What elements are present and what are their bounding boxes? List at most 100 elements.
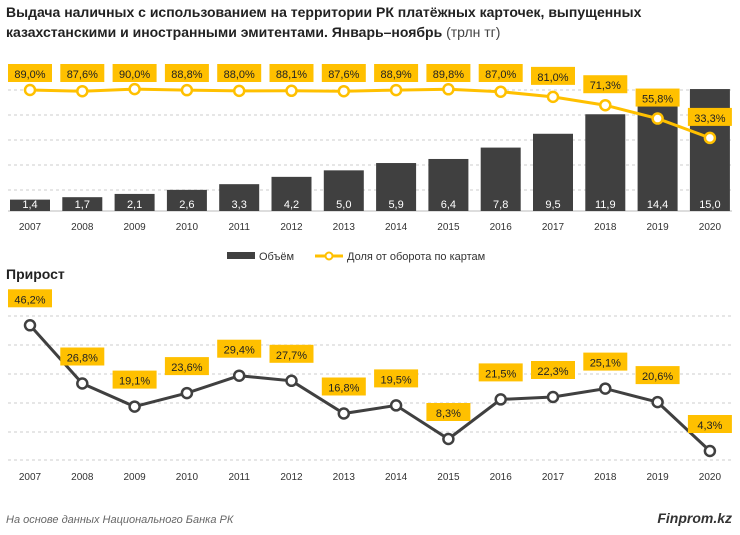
chart-title-text: Выдача наличных с использованием на терр… xyxy=(6,4,642,40)
x-tick-label: 2015 xyxy=(437,472,460,483)
growth-point xyxy=(337,407,351,420)
share-label-bg xyxy=(426,64,471,82)
share-point xyxy=(599,98,612,112)
growth-label-bg xyxy=(583,352,628,371)
growth-label-bg xyxy=(531,361,575,379)
growth-label-bg xyxy=(60,347,105,366)
growth-point xyxy=(546,390,560,404)
share-point xyxy=(285,84,298,98)
legend-label-volume: Объём xyxy=(259,251,294,263)
growth-label-bg xyxy=(635,366,680,385)
bar xyxy=(62,197,103,211)
growth-label: 23,6% xyxy=(171,362,202,374)
growth-point xyxy=(76,377,89,390)
share-point xyxy=(337,84,351,98)
bar xyxy=(637,93,678,211)
growth-label: 29,4% xyxy=(224,345,255,357)
share-point xyxy=(442,83,455,96)
share-label: 87,0% xyxy=(485,69,516,81)
share-point xyxy=(76,84,89,98)
share-label: 71,3% xyxy=(590,80,621,92)
share-label: 81,0% xyxy=(537,72,568,84)
growth-point xyxy=(599,382,612,395)
share-label-bg xyxy=(321,64,366,82)
share-label: 89,8% xyxy=(433,69,464,81)
x-tick-label: 2009 xyxy=(123,472,146,483)
x-tick-label: 2011 xyxy=(228,222,250,233)
growth-label-bg xyxy=(426,403,471,421)
growth-label-bg xyxy=(217,339,262,358)
share-label-bg xyxy=(217,64,262,82)
share-label-bg xyxy=(374,64,419,82)
legend-label-share: Доля от оборота по картам xyxy=(347,251,485,263)
bar-label: 9,5 xyxy=(545,199,560,211)
growth-label: 16,8% xyxy=(328,383,359,395)
share-label: 89,0% xyxy=(14,69,45,81)
share-label: 87,6% xyxy=(328,69,359,81)
bar-label: 6,4 xyxy=(441,199,456,211)
x-tick-label: 2014 xyxy=(385,472,408,483)
growth-chart-title: Прирост xyxy=(6,266,65,282)
bar-label: 3,3 xyxy=(232,199,247,211)
growth-label-bg xyxy=(478,363,523,382)
x-tick-label: 2012 xyxy=(280,472,303,483)
bar xyxy=(166,189,207,211)
growth-label-bg xyxy=(269,344,314,363)
growth-point xyxy=(389,399,403,412)
bar xyxy=(480,147,521,211)
growth-label-bg xyxy=(687,415,732,433)
bar-label: 2,6 xyxy=(179,199,194,211)
x-tick-label: 2008 xyxy=(71,222,94,233)
bar xyxy=(585,114,626,211)
share-label-bg xyxy=(164,64,209,82)
x-tick-label: 2020 xyxy=(699,222,722,233)
x-tick-label: 2015 xyxy=(437,222,460,233)
x-tick-label: 2019 xyxy=(646,222,669,233)
x-tick-label: 2018 xyxy=(594,222,617,233)
bar xyxy=(323,170,364,211)
bar xyxy=(533,133,573,211)
x-tick-label: 2008 xyxy=(71,472,94,483)
x-tick-label: 2010 xyxy=(176,222,199,233)
x-tick-label: 2007 xyxy=(19,472,42,483)
bar xyxy=(689,89,730,211)
growth-label-bg xyxy=(8,289,52,308)
brand-logo: Finprom.kz xyxy=(657,510,732,526)
bar-label: 1,7 xyxy=(75,199,90,211)
growth-point xyxy=(180,386,194,400)
growth-point xyxy=(23,319,37,332)
share-label: 55,8% xyxy=(642,94,673,106)
chart-title: Выдача наличных с использованием на терр… xyxy=(6,2,736,42)
growth-label: 25,1% xyxy=(590,358,621,370)
source-note: На основе данных Национального Банка РК xyxy=(6,514,234,526)
growth-point xyxy=(285,374,298,388)
share-label-bg xyxy=(687,107,732,126)
legend-marker-share xyxy=(324,251,334,261)
share-label-bg xyxy=(112,64,157,82)
growth-label: 20,6% xyxy=(642,371,673,383)
share-point xyxy=(23,83,37,97)
bar xyxy=(428,158,469,211)
x-tick-label: 2016 xyxy=(490,472,513,483)
growth-label: 46,2% xyxy=(14,294,45,306)
share-label: 88,9% xyxy=(380,69,411,81)
growth-point xyxy=(232,369,246,382)
growth-line xyxy=(28,324,711,453)
bar-label: 4,2 xyxy=(284,199,299,211)
x-tick-label: 2014 xyxy=(385,222,408,233)
growth-label-bg xyxy=(374,369,419,388)
share-label-bg xyxy=(269,64,314,82)
x-tick-label: 2017 xyxy=(542,222,565,233)
x-tick-label: 2017 xyxy=(542,472,565,483)
share-point xyxy=(546,90,560,104)
growth-label: 19,1% xyxy=(119,376,150,388)
share-label-bg xyxy=(531,66,575,85)
growth-label-bg xyxy=(321,377,366,396)
bar xyxy=(10,199,50,211)
x-tick-label: 2010 xyxy=(176,472,199,483)
x-tick-label: 2012 xyxy=(280,222,303,233)
x-tick-label: 2020 xyxy=(699,472,722,483)
share-point xyxy=(494,85,507,98)
